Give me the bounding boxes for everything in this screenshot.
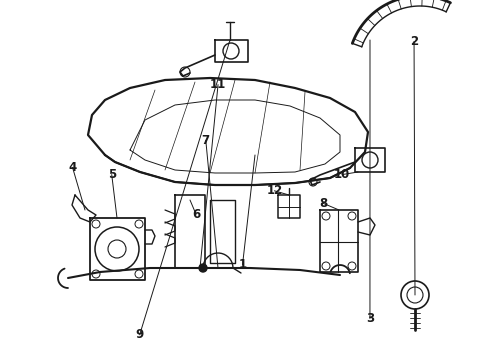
Text: 8: 8 [319,197,327,210]
Text: 7: 7 [202,134,210,147]
Circle shape [199,264,207,272]
Text: 3: 3 [366,312,374,325]
Text: 6: 6 [192,208,200,221]
Text: 11: 11 [210,78,226,91]
Text: 12: 12 [266,184,283,197]
Text: 5: 5 [108,168,116,181]
Text: 2: 2 [410,35,418,48]
Text: 1: 1 [239,258,246,271]
Text: 10: 10 [334,168,350,181]
Text: 9: 9 [136,328,144,341]
Text: 4: 4 [69,161,76,174]
